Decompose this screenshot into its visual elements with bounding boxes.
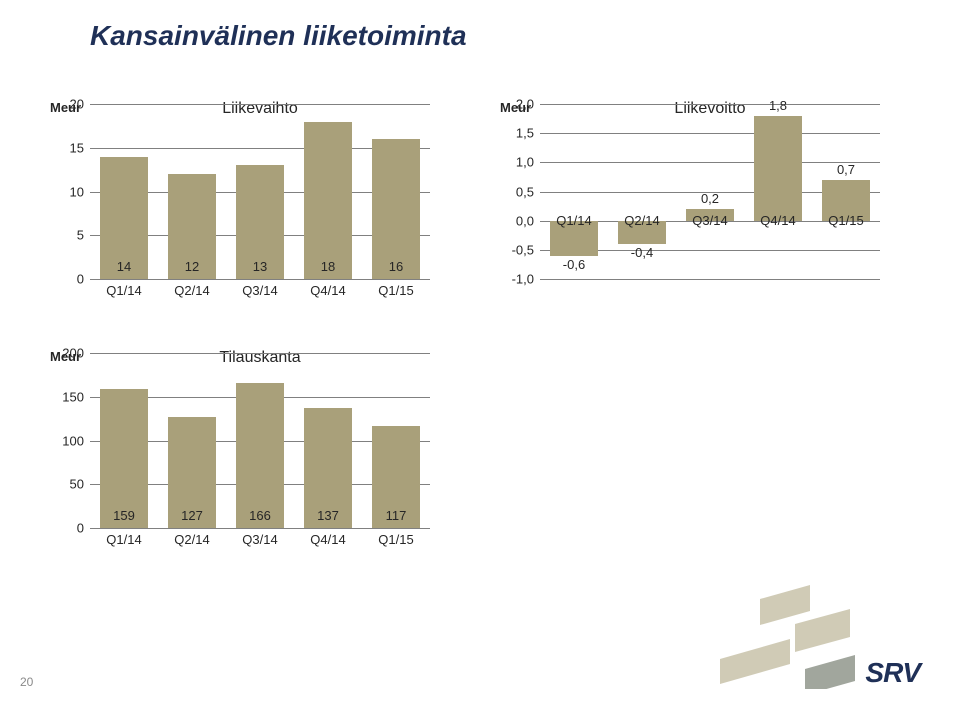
y-tick-label: 1,0 bbox=[516, 155, 540, 170]
page: Kansainvälinen liiketoiminta Liikevaihto… bbox=[0, 0, 960, 707]
y-tick-label: 20 bbox=[70, 97, 90, 112]
x-tick-label: Q3/14 bbox=[676, 213, 744, 228]
bar bbox=[236, 383, 284, 528]
y-tick-label: 150 bbox=[62, 389, 90, 404]
plot-area: 159 127 166 137 117 bbox=[90, 353, 430, 528]
gridline bbox=[540, 279, 880, 280]
x-tick-label: Q1/14 bbox=[90, 279, 158, 298]
gridline bbox=[540, 133, 880, 134]
bar-value-label: 13 bbox=[236, 259, 284, 274]
shape-parallelogram bbox=[720, 639, 790, 684]
shape-parallelogram-dark bbox=[805, 655, 855, 689]
bar-value-label: -0,4 bbox=[618, 245, 666, 260]
x-tick-label: Q1/15 bbox=[362, 528, 430, 547]
bar-value-label: 159 bbox=[100, 508, 148, 523]
brand-logo: SRV bbox=[865, 657, 920, 689]
y-tick-label: 0 bbox=[77, 521, 90, 536]
x-tick-label: Q4/14 bbox=[294, 279, 362, 298]
y-tick-label: 1,5 bbox=[516, 126, 540, 141]
charts-row-bottom: TilauskantaMeur1591271661371170501001502… bbox=[40, 329, 920, 528]
page-title: Kansainvälinen liiketoiminta bbox=[90, 20, 920, 52]
bar-value-label: 1,8 bbox=[754, 98, 802, 113]
y-tick-label: 0 bbox=[77, 272, 90, 287]
charts-row-top: LiikevaihtoMeur141213181605101520Q1/14Q2… bbox=[40, 80, 920, 279]
y-tick-label: 0,0 bbox=[516, 213, 540, 228]
x-tick-label: Q1/14 bbox=[90, 528, 158, 547]
x-tick-label: Q3/14 bbox=[226, 528, 294, 547]
bar bbox=[372, 139, 420, 279]
y-tick-label: 2,0 bbox=[516, 97, 540, 112]
y-tick-label: 0,5 bbox=[516, 184, 540, 199]
bar-value-label: 12 bbox=[168, 259, 216, 274]
x-tick-label: Q2/14 bbox=[158, 279, 226, 298]
x-tick-label: Q2/14 bbox=[608, 213, 676, 228]
x-tick-label: Q1/14 bbox=[540, 213, 608, 228]
x-axis-labels: Q1/14Q2/14Q3/14Q4/14Q1/15 bbox=[90, 279, 430, 298]
x-tick-label: Q2/14 bbox=[158, 528, 226, 547]
bar-value-label: 117 bbox=[372, 508, 420, 523]
x-tick-label: Q1/15 bbox=[362, 279, 430, 298]
gridline bbox=[540, 104, 880, 105]
bar-value-label: 16 bbox=[372, 259, 420, 274]
bar-value-label: 166 bbox=[236, 508, 284, 523]
bar-value-label: 127 bbox=[168, 508, 216, 523]
chart-tilauskanta: TilauskantaMeur1591271661371170501001502… bbox=[90, 353, 430, 528]
chart-liikevoitto: LiikevoittoMeur-0,6-0,40,21,80,7Q1/14Q2/… bbox=[540, 104, 880, 279]
y-tick-label: 15 bbox=[70, 140, 90, 155]
gridline bbox=[90, 104, 430, 105]
gridline bbox=[90, 353, 430, 354]
bar bbox=[304, 122, 352, 280]
page-number: 20 bbox=[20, 675, 33, 689]
bar bbox=[754, 116, 802, 221]
y-tick-label: 10 bbox=[70, 184, 90, 199]
bar-value-label: 0,2 bbox=[686, 191, 734, 206]
plot-area: 14 12 13 18 16 bbox=[90, 104, 430, 279]
x-tick-label: Q4/14 bbox=[294, 528, 362, 547]
chart-liikevaihto: LiikevaihtoMeur141213181605101520Q1/14Q2… bbox=[90, 104, 430, 279]
y-tick-label: 200 bbox=[62, 346, 90, 361]
bar-value-label: 0,7 bbox=[822, 162, 870, 177]
x-tick-label: Q1/15 bbox=[812, 213, 880, 228]
shape-parallelogram bbox=[795, 609, 850, 652]
y-tick-label: 5 bbox=[77, 228, 90, 243]
x-axis-labels: Q1/14Q2/14Q3/14Q4/14Q1/15 bbox=[90, 528, 430, 547]
y-tick-label: -1,0 bbox=[512, 272, 540, 287]
bar-value-label: -0,6 bbox=[550, 257, 598, 272]
y-tick-label: -0,5 bbox=[512, 242, 540, 257]
x-tick-label: Q3/14 bbox=[226, 279, 294, 298]
bar-value-label: 137 bbox=[304, 508, 352, 523]
brand-logo-text: SRV bbox=[865, 657, 920, 688]
plot-area: -0,6-0,40,21,80,7Q1/14Q2/14Q3/14Q4/14Q1/… bbox=[540, 104, 880, 279]
bar-value-label: 18 bbox=[304, 259, 352, 274]
bar-value-label: 14 bbox=[100, 259, 148, 274]
y-tick-label: 100 bbox=[62, 433, 90, 448]
y-tick-label: 50 bbox=[70, 477, 90, 492]
shape-parallelogram bbox=[760, 585, 810, 625]
x-tick-label: Q4/14 bbox=[744, 213, 812, 228]
